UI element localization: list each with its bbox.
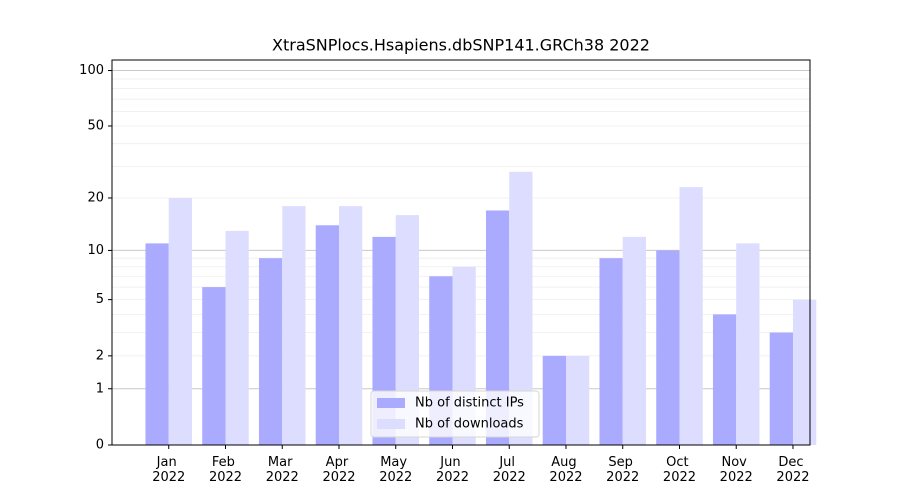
bar (202, 287, 226, 445)
x-tick-label: Feb 2022 (209, 455, 242, 485)
bar (656, 250, 680, 445)
bar (769, 332, 793, 445)
bar (145, 243, 169, 445)
y-tick-label: 50 (87, 118, 104, 133)
bar (565, 355, 590, 445)
bar (225, 230, 249, 445)
x-tick-label: Oct 2022 (663, 455, 696, 485)
bar (315, 225, 339, 445)
x-tick-label: Dec 2022 (776, 455, 809, 485)
x-tick-label: Apr 2022 (322, 455, 355, 485)
x-tick-label: May 2022 (379, 455, 412, 485)
legend-box (370, 390, 540, 438)
y-tick-label: 10 (87, 243, 104, 258)
bar (395, 215, 420, 445)
y-tick-label: 5 (96, 292, 104, 307)
x-tick-label: Mar 2022 (266, 455, 299, 485)
y-tick-label: 0 (96, 438, 104, 453)
bar (168, 197, 193, 445)
plot-frame (111, 59, 811, 446)
bar (736, 243, 760, 445)
bar (282, 206, 306, 445)
legend-swatch (377, 419, 405, 429)
bar (622, 236, 646, 445)
bar (509, 171, 533, 445)
x-tick-label: Jul 2022 (493, 455, 526, 485)
x-tick-label: Aug 2022 (549, 455, 582, 485)
legend-label: Nb of downloads (415, 417, 524, 432)
x-tick-label: Jun 2022 (436, 455, 469, 485)
bar (792, 299, 817, 445)
y-tick-label: 1 (96, 381, 104, 396)
legend-label: Nb of distinct IPs (415, 396, 524, 411)
bar (599, 258, 623, 445)
bar (338, 206, 363, 445)
x-tick-label: Nov 2022 (720, 455, 753, 485)
y-tick-label: 2 (96, 348, 104, 363)
y-tick-label: 20 (87, 190, 104, 205)
y-tick-label: 100 (79, 63, 104, 78)
bar (712, 314, 737, 445)
bar (258, 258, 283, 445)
legend-swatch (377, 398, 405, 408)
x-tick-label: Jan 2022 (152, 455, 185, 485)
chart-title: XtraSNPlocs.Hsapiens.dbSNP141.GRCh38 202… (272, 36, 650, 55)
bar (485, 210, 510, 445)
bar (679, 187, 703, 445)
x-tick-label: Sep 2022 (606, 455, 639, 485)
bar (542, 355, 566, 445)
